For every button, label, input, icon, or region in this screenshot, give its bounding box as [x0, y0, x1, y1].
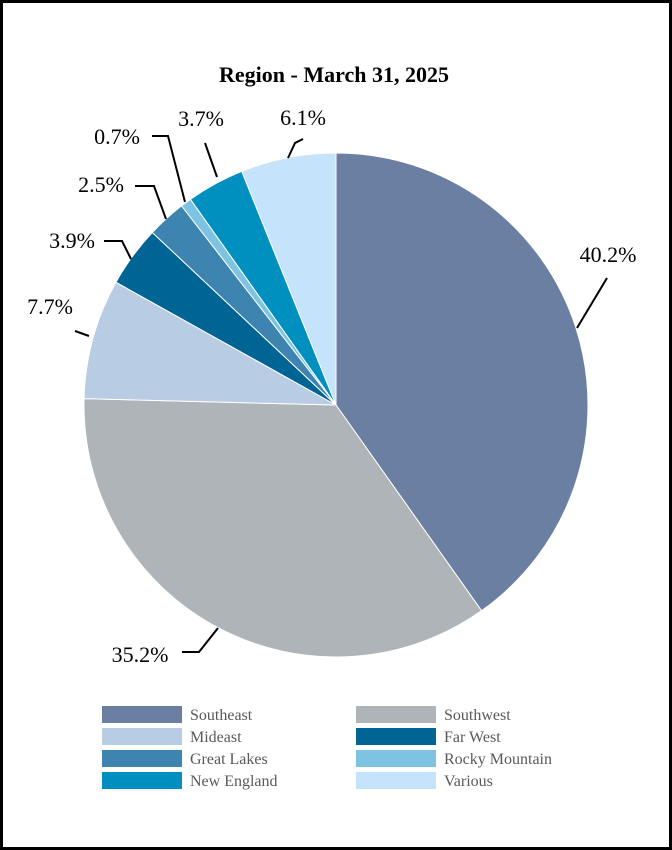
- data-labels: 40.2% 35.2% 7.7% 3.9% 2.5% 0.7% 3.7% 6.1%: [27, 105, 636, 667]
- leader-line-southeast: [576, 277, 608, 329]
- data-label-mideast: 7.7%: [27, 294, 73, 319]
- leader-line-various: [287, 138, 304, 159]
- legend-label-various: Various: [444, 773, 493, 790]
- pie-slice-mideast: [83, 281, 337, 406]
- legend-label-southwest: Southwest: [444, 707, 511, 724]
- legend-label-rocky-mountain: Rocky Mountain: [444, 751, 552, 768]
- leader-line-great-lakes: [135, 185, 167, 220]
- legend-label-new-england: New England: [190, 773, 278, 790]
- legend-label-mideast: Mideast: [190, 729, 242, 746]
- pie-slice-southwest: [83, 398, 483, 658]
- legend-label-southeast: Southeast: [190, 707, 253, 724]
- data-label-southwest: 35.2%: [112, 642, 169, 667]
- legend-label-far-west: Far West: [444, 729, 501, 746]
- pie-slices: [83, 152, 589, 658]
- chart-title: Region - March 31, 2025: [219, 62, 449, 87]
- legend-swatch-various: [356, 772, 436, 789]
- data-label-various: 6.1%: [280, 105, 326, 130]
- legend-swatch-mideast: [102, 728, 182, 745]
- data-label-rocky-mountain: 0.7%: [94, 124, 140, 149]
- data-label-southeast: 40.2%: [580, 242, 637, 267]
- label-leaders: [74, 135, 608, 653]
- legend-swatch-great-lakes: [102, 750, 182, 767]
- legend-swatch-southwest: [356, 706, 436, 723]
- data-label-new-england: 3.7%: [178, 106, 224, 131]
- legend-swatch-new-england: [102, 772, 182, 789]
- legend-label-great-lakes: Great Lakes: [190, 751, 268, 768]
- leader-line-southwest: [182, 627, 219, 653]
- leader-line-far-west: [104, 240, 132, 260]
- legend-swatch-far-west: [356, 728, 436, 745]
- legend-swatch-rocky-mountain: [356, 750, 436, 767]
- leader-line-rocky-mountain: [152, 135, 186, 203]
- pie-slice-southeast: [335, 152, 589, 612]
- legend-swatch-southeast: [102, 706, 182, 723]
- leader-line-new-england: [204, 142, 218, 178]
- leader-line-mideast: [74, 330, 90, 337]
- data-label-far-west: 3.9%: [49, 228, 95, 253]
- data-label-great-lakes: 2.5%: [78, 172, 124, 197]
- legend: Southeast Southwest Mideast Far West Great L…: [102, 706, 552, 790]
